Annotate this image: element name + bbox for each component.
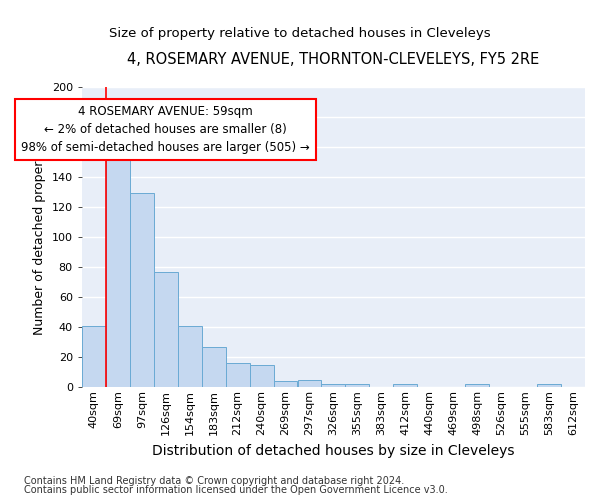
Bar [82,326,106,388]
Text: Contains public sector information licensed under the Open Government Licence v3: Contains public sector information licen… [24,485,448,495]
Bar [202,346,226,388]
Bar [394,384,417,388]
Bar [130,194,154,388]
Bar [322,384,346,388]
Bar [298,380,322,388]
Bar [274,382,298,388]
Text: Contains HM Land Registry data © Crown copyright and database right 2024.: Contains HM Land Registry data © Crown c… [24,476,404,486]
Bar [250,364,274,388]
Bar [154,272,178,388]
Bar [346,384,370,388]
Bar [537,384,561,388]
Bar [178,326,202,388]
Text: 4 ROSEMARY AVENUE: 59sqm
← 2% of detached houses are smaller (8)
98% of semi-det: 4 ROSEMARY AVENUE: 59sqm ← 2% of detache… [22,105,310,154]
Bar [465,384,489,388]
Y-axis label: Number of detached properties: Number of detached properties [33,138,46,336]
X-axis label: Distribution of detached houses by size in Cleveleys: Distribution of detached houses by size … [152,444,515,458]
Text: Size of property relative to detached houses in Cleveleys: Size of property relative to detached ho… [109,28,491,40]
Bar [226,363,250,388]
Bar [106,150,130,388]
Title: 4, ROSEMARY AVENUE, THORNTON-CLEVELEYS, FY5 2RE: 4, ROSEMARY AVENUE, THORNTON-CLEVELEYS, … [127,52,539,68]
